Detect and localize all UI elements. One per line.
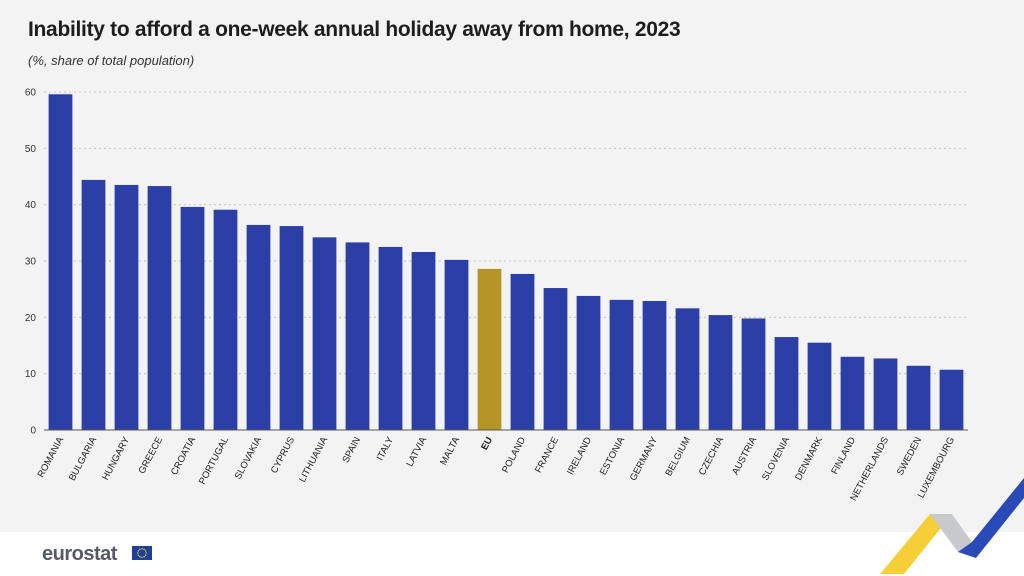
y-tick-label: 50 xyxy=(25,144,37,155)
category-label-austria: AUSTRIA xyxy=(730,435,759,477)
category-label-slovakia: SLOVAKIA xyxy=(233,435,265,482)
category-label-belgium: BELGIUM xyxy=(663,435,693,478)
category-label-eu: EU xyxy=(479,435,495,452)
bar-slovakia xyxy=(246,224,271,430)
category-label-italy: ITALY xyxy=(375,435,397,463)
footer xyxy=(0,532,1024,576)
flag-star xyxy=(143,548,145,551)
category-label-hungary: HUNGARY xyxy=(100,435,132,483)
flag-star xyxy=(141,556,143,558)
category-labels: ROMANIA BULGARIA HUNGARY GREECE CROATIAPORTU… xyxy=(36,435,958,503)
bar-romania xyxy=(48,94,73,431)
bar-austria xyxy=(741,318,766,430)
bar-chart: 0 10 20 30 40 50 60 ROMANIA BULGARIA HUNGARY GREE… xyxy=(25,88,968,503)
category-label-finland: FINLAND xyxy=(829,435,858,476)
bar-czechia xyxy=(708,315,733,430)
category-label-portugal: PORTUGAL xyxy=(197,435,231,486)
bar-finland xyxy=(840,356,865,430)
bar-greece xyxy=(147,186,172,430)
category-label-estonia: ESTONIA xyxy=(598,435,628,477)
bar-slovenia xyxy=(774,337,799,430)
flag-star xyxy=(143,555,145,558)
bar-netherlands xyxy=(873,358,898,430)
category-label-france: FRANCE xyxy=(533,435,561,475)
bar-bulgaria xyxy=(81,179,106,430)
eurostat-logo: eurostat xyxy=(42,543,117,565)
bar-estonia xyxy=(609,299,634,430)
bar-denmark xyxy=(807,342,832,430)
bar-cyprus xyxy=(279,226,304,430)
y-axis-ticks: 0 10 20 30 40 50 60 xyxy=(25,88,37,437)
y-tick-label: 30 xyxy=(25,257,37,268)
flag-star xyxy=(145,552,147,554)
bar-portugal xyxy=(213,209,238,430)
bar-germany xyxy=(642,300,667,430)
bar-luxembourg xyxy=(939,369,964,430)
category-label-cyprus: CYPRUS xyxy=(269,435,297,475)
eurostat-swoosh-icon xyxy=(880,478,1024,574)
y-tick-label: 10 xyxy=(25,369,37,380)
flag-star xyxy=(137,554,140,556)
category-label-latvia: LATVIA xyxy=(404,435,429,469)
y-tick-label: 60 xyxy=(25,88,37,99)
flag-star xyxy=(137,550,140,552)
flag-star xyxy=(144,550,147,552)
bar-ireland xyxy=(576,295,601,430)
category-label-bulgaria: BULGARIA xyxy=(67,435,100,483)
eu-flag-icon xyxy=(132,546,152,560)
category-label-czechia: CZECHIA xyxy=(697,435,727,478)
bar-sweden xyxy=(906,365,931,430)
category-label-lithuania: LITHUANIA xyxy=(297,435,330,485)
y-tick-label: 40 xyxy=(25,200,37,211)
bar-latvia xyxy=(411,251,436,430)
category-label-romania: ROMANIA xyxy=(36,435,67,480)
bar-eu xyxy=(477,268,502,430)
y-tick-label: 20 xyxy=(25,313,37,324)
bar-hungary xyxy=(114,184,139,430)
bar-lithuania xyxy=(312,237,337,430)
flag-star xyxy=(144,554,147,556)
flag-star xyxy=(139,548,141,551)
bar-italy xyxy=(378,246,403,430)
category-label-ireland: IRELAND xyxy=(565,435,594,477)
category-label-poland: POLAND xyxy=(500,435,528,475)
y-tick-label: 0 xyxy=(30,426,36,437)
bars xyxy=(48,94,964,431)
bar-croatia xyxy=(180,206,205,430)
category-label-malta: MALTA xyxy=(438,435,462,467)
category-label-croatia: CROATIA xyxy=(169,435,199,477)
category-label-denmark: DENMARK xyxy=(793,435,825,483)
chart-title: Inability to afford a one-week annual ho… xyxy=(28,18,681,41)
category-label-germany: GERMANY xyxy=(628,435,661,483)
category-label-slovenia: SLOVENIA xyxy=(760,435,792,483)
chart-subtitle: (%, share of total population) xyxy=(28,53,195,68)
flag-star xyxy=(137,552,139,554)
flag-star xyxy=(141,548,143,550)
flag-star xyxy=(139,555,141,558)
bar-malta xyxy=(444,259,469,430)
bar-poland xyxy=(510,273,535,430)
category-label-greece: GREECE xyxy=(137,435,166,476)
bar-belgium xyxy=(675,308,700,430)
category-label-spain: SPAIN xyxy=(340,435,363,465)
bar-france xyxy=(543,288,568,430)
bar-spain xyxy=(345,242,370,430)
